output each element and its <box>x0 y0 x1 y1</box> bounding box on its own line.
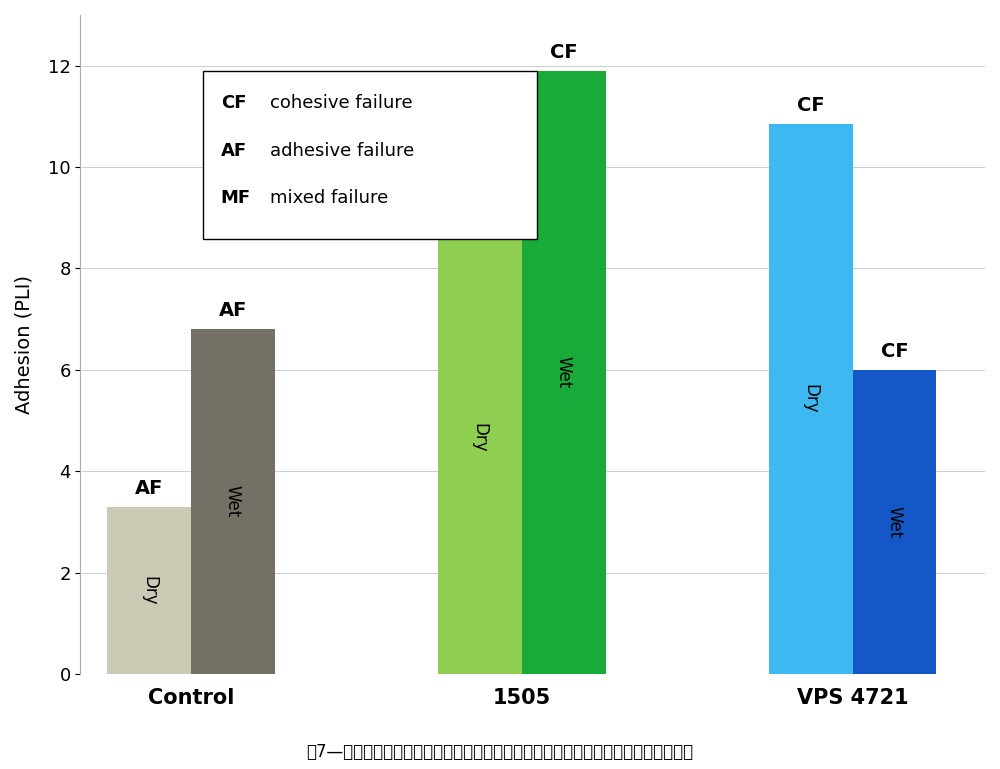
Text: Wet: Wet <box>224 485 242 518</box>
Text: CF: CF <box>797 96 825 115</box>
Text: Wet: Wet <box>886 506 904 538</box>
Text: CF: CF <box>466 175 494 194</box>
Text: MF: MF <box>221 189 251 207</box>
Text: adhesive failure: adhesive failure <box>270 141 415 159</box>
Bar <box>438 202 522 674</box>
Bar <box>522 71 606 674</box>
Text: Dry: Dry <box>140 575 158 605</box>
Text: AF: AF <box>135 478 163 498</box>
Bar <box>191 329 275 674</box>
Text: Dry: Dry <box>471 424 489 453</box>
Text: Dry: Dry <box>802 384 820 414</box>
Y-axis label: Adhesion (PLI): Adhesion (PLI) <box>15 275 34 414</box>
Text: 图7—记录老化氥青屋面薄膜上水性丙烯酸屋面涂层的干、湿粘附力测量和失效模式。: 图7—记录老化氥青屋面薄膜上水性丙烯酸屋面涂层的干、湿粘附力测量和失效模式。 <box>306 744 694 761</box>
Bar <box>107 507 191 674</box>
Text: CF: CF <box>881 341 908 361</box>
Text: AF: AF <box>221 141 247 159</box>
Bar <box>853 370 936 674</box>
Text: mixed failure: mixed failure <box>270 189 389 207</box>
Text: CF: CF <box>550 42 577 62</box>
Bar <box>769 124 853 674</box>
Text: Wet: Wet <box>555 356 573 388</box>
Text: CF: CF <box>221 94 246 112</box>
Text: AF: AF <box>219 301 247 320</box>
FancyBboxPatch shape <box>203 71 537 239</box>
Text: cohesive failure: cohesive failure <box>270 94 413 112</box>
